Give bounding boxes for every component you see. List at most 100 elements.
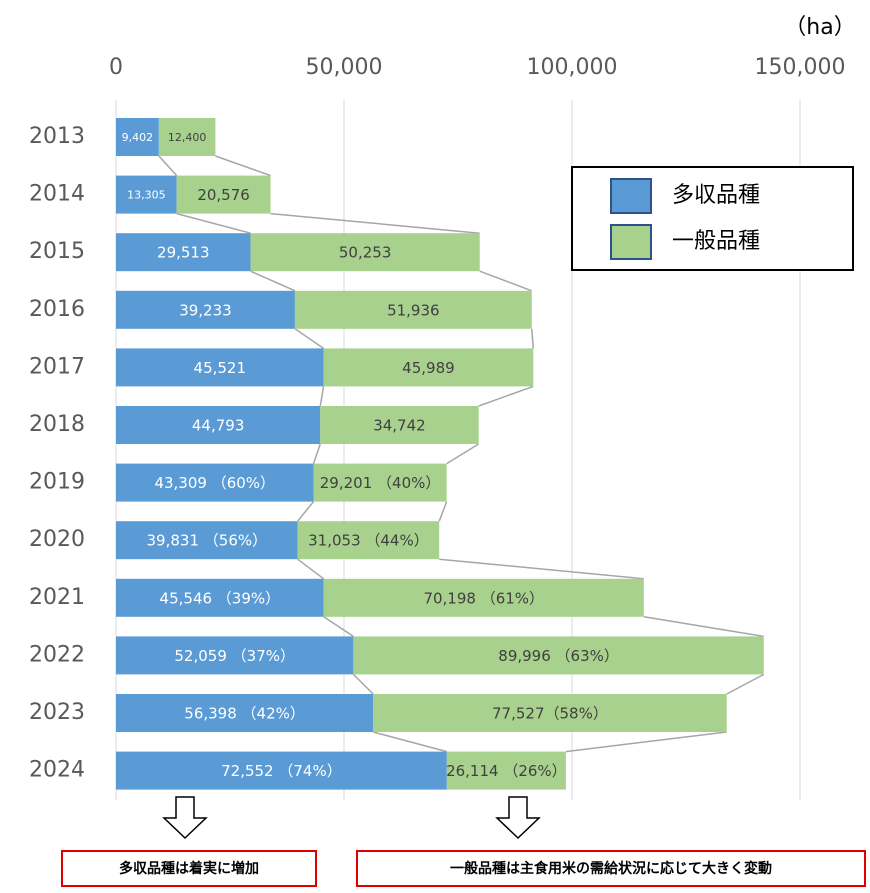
connector xyxy=(478,385,534,407)
connector xyxy=(297,501,315,522)
bar-segment xyxy=(116,175,177,214)
data-label: 45,546 （39%） xyxy=(160,589,281,607)
connector xyxy=(297,558,325,580)
x-tick-label: 100,000 xyxy=(527,55,618,80)
x-tick-label: 0 xyxy=(109,55,123,80)
data-label: 29,513 xyxy=(157,244,210,262)
bar-segment xyxy=(297,521,440,560)
connector xyxy=(176,212,251,234)
bar-segment xyxy=(353,636,764,675)
bar-segment xyxy=(313,463,447,502)
legend-swatch xyxy=(610,224,652,260)
data-label: 31,053 （44%） xyxy=(308,532,429,550)
y-tick-label: 2023 xyxy=(29,700,85,725)
data-label: 12,400 xyxy=(168,131,207,144)
note-box xyxy=(61,850,317,887)
connector xyxy=(565,731,727,753)
data-label: 72,552 （74%） xyxy=(221,762,342,780)
x-tick-label: 50,000 xyxy=(306,55,383,80)
y-tick-label: 2022 xyxy=(29,642,85,667)
connector xyxy=(270,212,480,234)
y-tick-label: 2021 xyxy=(29,585,85,610)
connector xyxy=(438,501,448,522)
connector xyxy=(372,731,448,753)
connector xyxy=(726,673,765,695)
connector xyxy=(250,270,296,292)
legend-label: 一般品種 xyxy=(672,229,760,254)
connector xyxy=(215,155,271,177)
connector xyxy=(643,616,764,638)
bar-segment xyxy=(250,233,480,272)
arrows xyxy=(162,796,541,840)
data-label: 70,198 （61%） xyxy=(423,589,544,607)
data-label: 34,742 xyxy=(373,417,426,435)
y-tick-label: 2013 xyxy=(29,124,85,149)
annotation: 多収品種は着実に増加 xyxy=(119,860,259,877)
bar-segment xyxy=(116,636,354,675)
y-tick-label: 2018 xyxy=(29,412,85,437)
connector xyxy=(294,328,324,350)
bar-segment xyxy=(116,233,251,272)
data-label: 56,398 （42%） xyxy=(184,705,305,723)
data-label: 13,305 xyxy=(127,189,166,202)
bar-segment xyxy=(116,290,295,329)
bar-segment xyxy=(320,406,479,444)
data-label: 39,233 xyxy=(179,301,232,319)
data-label: 45,989 xyxy=(402,359,455,377)
y-tick-label: 2017 xyxy=(29,354,85,379)
bar-segment xyxy=(116,406,321,444)
data-label: 39,831 （56%） xyxy=(147,532,268,550)
arrow xyxy=(495,796,541,840)
bar-segment xyxy=(116,463,314,502)
bar-segment xyxy=(116,348,324,387)
data-label: 43,309 （60%） xyxy=(154,474,275,492)
data-label: 26,114 （26%） xyxy=(446,762,567,780)
bar-segment xyxy=(176,175,271,214)
bar-segment xyxy=(323,578,644,617)
bar-segment xyxy=(116,118,159,156)
data-label: 9,402 xyxy=(122,131,154,144)
data-label: 20,576 xyxy=(197,186,250,204)
connector xyxy=(479,270,532,292)
bar-segment xyxy=(116,578,324,617)
note-box xyxy=(356,850,866,887)
connectors xyxy=(158,155,765,753)
y-tick-label: 2016 xyxy=(29,297,85,322)
connector xyxy=(530,328,535,349)
x-tick-label: 150,000 xyxy=(755,55,846,80)
y-tick-label: 2020 xyxy=(29,527,85,552)
connector xyxy=(312,443,321,464)
y-tick-label: 2014 xyxy=(29,182,85,207)
connector xyxy=(323,616,354,638)
data-label: 77,527（58%） xyxy=(492,705,608,723)
data-label: 51,936 xyxy=(387,301,440,319)
connector xyxy=(319,386,325,407)
connector xyxy=(439,558,644,580)
connector xyxy=(446,443,480,465)
legend-label: 多収品種 xyxy=(672,183,760,208)
bar-segment xyxy=(158,118,216,156)
data-label: 89,996 （63%） xyxy=(498,647,619,665)
bar-segment xyxy=(323,348,534,387)
unit-label: （ha） xyxy=(784,15,855,40)
bar-segment xyxy=(116,521,298,560)
connector xyxy=(158,155,178,177)
arrow xyxy=(162,796,208,840)
bar-segment xyxy=(116,751,447,790)
bar-segment xyxy=(294,290,532,329)
bar-segment xyxy=(373,694,727,732)
bar-segment xyxy=(116,694,374,732)
legend-swatch xyxy=(610,178,652,214)
y-tick-label: 2015 xyxy=(29,239,85,264)
connector xyxy=(352,673,374,695)
data-label: 29,201 （40%） xyxy=(320,474,441,492)
data-label: 52,059 （37%） xyxy=(174,647,295,665)
bar-segment xyxy=(446,751,566,790)
data-label: 45,521 xyxy=(194,359,247,377)
annotation: 一般品種は主食用米の需給状況に応じて大きく変動 xyxy=(450,860,772,877)
data-label: 44,793 xyxy=(192,417,245,435)
y-tick-label: 2019 xyxy=(29,470,85,495)
data-label: 50,253 xyxy=(339,244,392,262)
